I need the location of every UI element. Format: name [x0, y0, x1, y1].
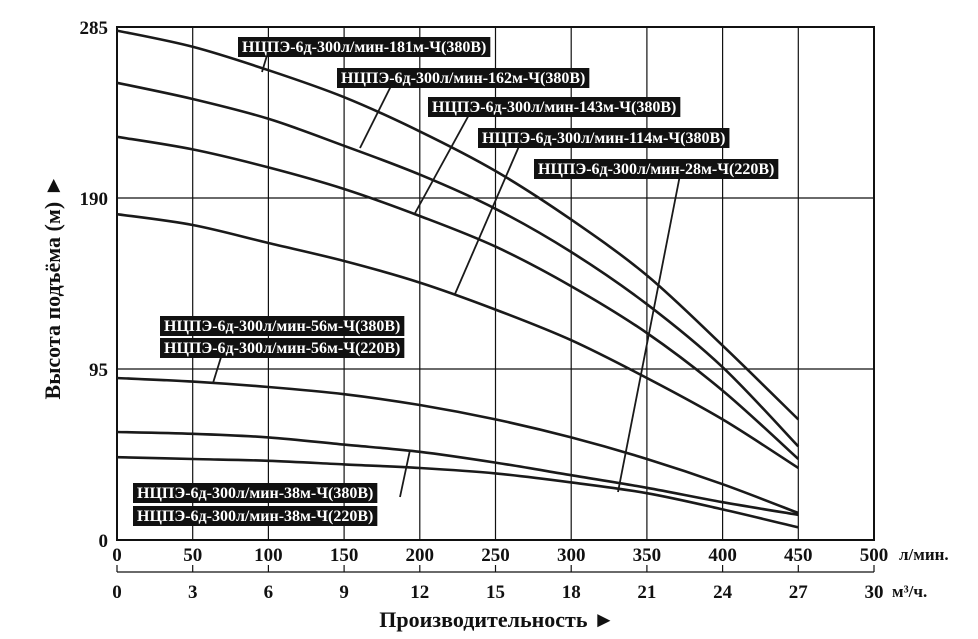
- x2-tick-label: 24: [713, 582, 733, 603]
- x2-tick-label: 3: [188, 582, 198, 603]
- x-tick-label: 400: [708, 545, 737, 566]
- series-label: НЦПЭ-6д-300л/мин-38м-Ч(380В): [137, 485, 373, 502]
- series-line-7: [116, 455, 799, 529]
- series-label-box: [478, 128, 730, 148]
- plot-frame: [116, 26, 875, 541]
- x2-tick-label: 21: [637, 582, 656, 603]
- series-line-3: [116, 135, 800, 460]
- series-label: НЦПЭ-6д-300л/мин-162м-Ч(380В): [341, 70, 585, 87]
- label-leader-line: [413, 112, 471, 216]
- x2-tick-label: 12: [410, 582, 429, 603]
- y-tick-label: 190: [80, 189, 109, 210]
- tick-layer: 0 95 190 285 0 50 100 150 200 250 300 350 400 450 500 0…: [80, 18, 889, 603]
- series-line-1: [116, 29, 800, 421]
- label-leader-line: [454, 143, 521, 295]
- series-line-5: [116, 376, 799, 515]
- x2-tick-label: 15: [486, 582, 505, 603]
- series-label: НЦПЭ-6д-300л/мин-28м-Ч(220В): [538, 161, 774, 178]
- x2-unit-label: м³/ч.: [892, 582, 927, 601]
- x-tick-label: 0: [112, 545, 122, 566]
- label-leader-line: [212, 353, 223, 384]
- x2-tick-label: 9: [339, 582, 349, 603]
- series-label-box: [337, 68, 590, 88]
- label-leader-line: [399, 449, 411, 498]
- series-line-6: [116, 430, 799, 517]
- series-line-4: [116, 212, 800, 470]
- series-label: НЦПЭ-6д-300л/мин-56м-Ч(220В): [164, 340, 400, 357]
- series-label: НЦПЭ-6д-300л/мин-181м-Ч(380В): [242, 39, 486, 56]
- y-axis-title: Высота подъёма (м) ►: [40, 175, 65, 400]
- x-tick-label: 200: [406, 545, 435, 566]
- series-label-box: [133, 483, 378, 503]
- series-label-box: [160, 316, 405, 336]
- leader-layer: [212, 51, 681, 498]
- label-layer: НЦПЭ-6д-300л/мин-181м-Ч(380В) НЦПЭ-6д-300…: [133, 37, 779, 526]
- y-tick-label: 95: [89, 360, 108, 381]
- series-label-box: [428, 97, 681, 117]
- x2-tick-label: 30: [865, 582, 884, 603]
- series-label-box: [534, 159, 779, 179]
- x-tick-label: 150: [330, 545, 359, 566]
- x-tick-label: 250: [481, 545, 510, 566]
- x2-tick-label: 18: [562, 582, 581, 603]
- x-tick-label: 500: [860, 545, 889, 566]
- y-tick-label: 285: [80, 18, 109, 39]
- curve-layer: [116, 29, 800, 529]
- label-leader-line: [617, 174, 681, 493]
- series-label-box: [238, 37, 491, 57]
- x-axis-title: Производительность ►: [379, 607, 614, 632]
- series-label: НЦПЭ-6д-300л/мин-38м-Ч(220В): [137, 508, 373, 525]
- x2-tick-label: 27: [789, 582, 809, 603]
- series-label: НЦПЭ-6д-300л/мин-114м-Ч(380В): [482, 130, 725, 147]
- label-leader-line: [359, 83, 393, 149]
- series-label-box: [160, 338, 405, 358]
- series-label: НЦПЭ-6д-300л/мин-56м-Ч(380В): [164, 318, 400, 335]
- series-label-box: [133, 506, 378, 526]
- x-tick-label: 350: [633, 545, 662, 566]
- y-tick-label: 0: [99, 531, 109, 552]
- x-tick-label: 450: [784, 545, 813, 566]
- x2-tick-label: 0: [112, 582, 122, 603]
- x2-tick-label: 6: [264, 582, 274, 603]
- series-line-2: [116, 81, 800, 448]
- x-unit-label: л/мин.: [899, 545, 949, 564]
- x-tick-label: 300: [557, 545, 586, 566]
- x-tick-label: 50: [183, 545, 202, 566]
- x-tick-label: 100: [254, 545, 283, 566]
- series-label: НЦПЭ-6д-300л/мин-143м-Ч(380В): [432, 99, 676, 116]
